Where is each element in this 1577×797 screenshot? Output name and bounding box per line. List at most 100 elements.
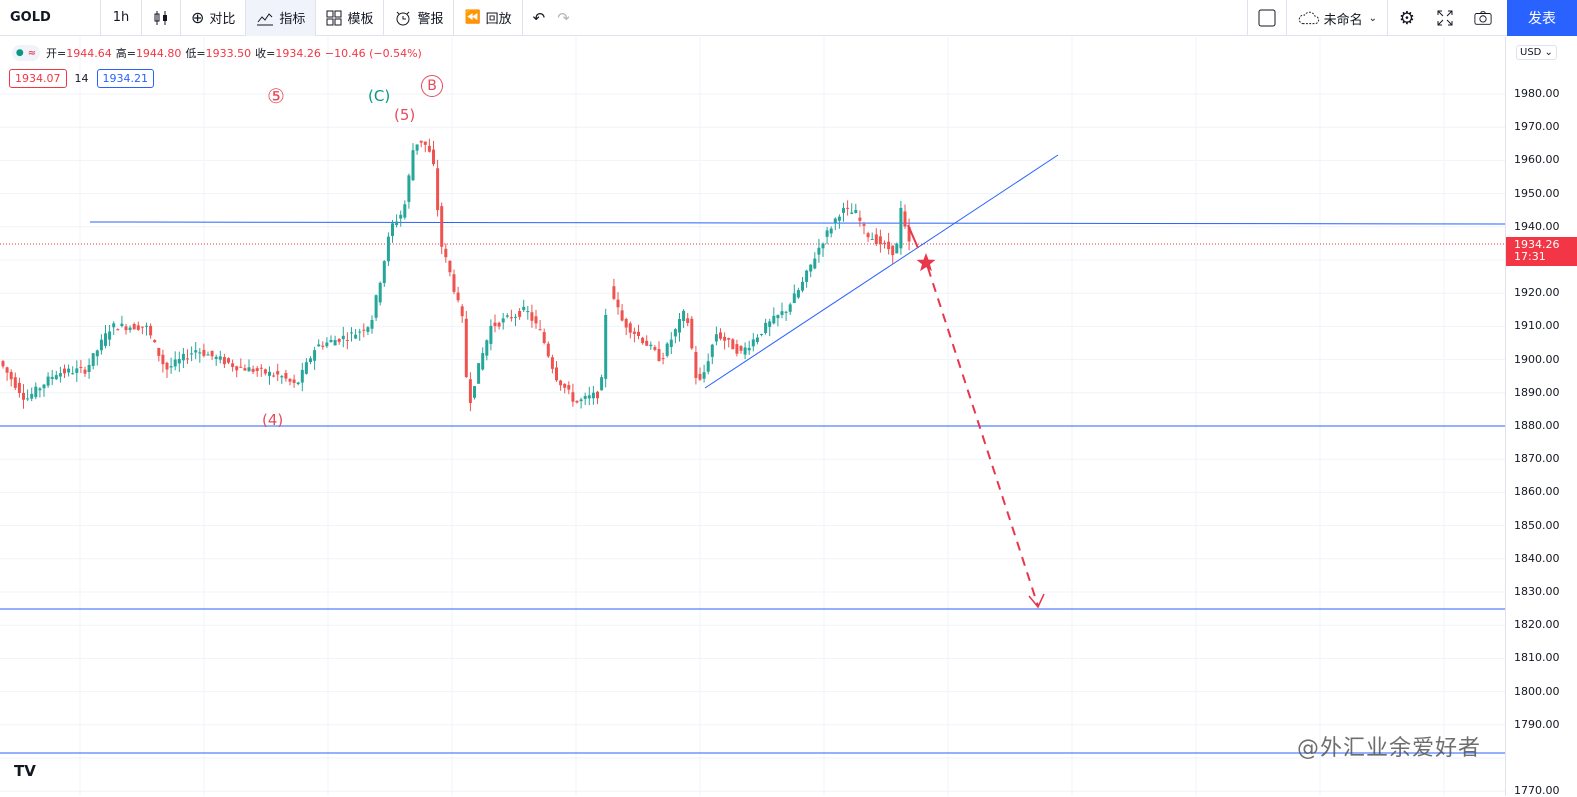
candle-body xyxy=(719,332,722,339)
divider xyxy=(1286,0,1287,36)
publish-button[interactable]: 发表 xyxy=(1507,0,1577,36)
candle-body xyxy=(17,382,21,394)
chart-canvas[interactable] xyxy=(0,37,1505,796)
candle-body xyxy=(874,234,878,245)
candle-body xyxy=(468,379,472,404)
candle-body xyxy=(887,241,891,250)
candle-body xyxy=(788,304,792,312)
grid-icon xyxy=(326,10,342,25)
layout-toggle-button[interactable] xyxy=(1248,0,1286,36)
candle-body xyxy=(710,344,714,357)
divider xyxy=(245,0,247,36)
divider xyxy=(141,0,142,36)
close-value: 1934.26 xyxy=(275,46,321,60)
high-label: 高= xyxy=(115,47,136,60)
wave-icon: ≈ xyxy=(27,47,37,59)
candle-body xyxy=(161,354,165,365)
price-axis-label: 1890.00 xyxy=(1514,385,1560,399)
candle-body xyxy=(903,211,907,227)
candle-body xyxy=(673,329,677,337)
candle-body xyxy=(772,315,776,324)
candle-body xyxy=(448,260,452,273)
square-icon xyxy=(1258,9,1276,27)
candle-body xyxy=(485,340,489,356)
candle-body xyxy=(682,310,686,322)
candle-body xyxy=(91,353,95,366)
candle-body xyxy=(821,243,825,249)
candle-body xyxy=(591,392,595,399)
fullscreen-button[interactable] xyxy=(1426,0,1464,36)
price-axis[interactable]: USD ⌄ 1980.00 1970.00 1960.00 1950.00 1940.0… xyxy=(1505,37,1577,797)
candle-body xyxy=(415,144,419,151)
candle-body xyxy=(263,369,267,374)
settings-button[interactable]: ⚙ xyxy=(1388,0,1426,36)
candle-body xyxy=(776,314,780,319)
candle-body xyxy=(407,175,411,202)
layout-name-button[interactable]: 未命名 ⌄ xyxy=(1287,0,1387,36)
candle-body xyxy=(304,362,308,374)
currency-selector[interactable]: USD ⌄ xyxy=(1516,45,1557,60)
candle-body xyxy=(661,358,665,360)
candle-body xyxy=(596,391,599,399)
candle-body xyxy=(464,318,468,378)
replay-button[interactable]: ⏪ 回放 xyxy=(454,0,521,36)
candle-body xyxy=(423,141,427,145)
candle-body xyxy=(690,318,694,349)
candle-body xyxy=(796,290,800,298)
candle-body xyxy=(534,316,538,324)
candle-body xyxy=(477,363,481,384)
candle-body xyxy=(809,264,813,272)
rewind-icon: ⏪ xyxy=(464,10,481,25)
candle-body xyxy=(132,323,136,330)
undo-button[interactable]: ↶ xyxy=(523,0,556,36)
chart-type-button[interactable] xyxy=(142,0,180,36)
chevron-down-icon: ⌄ xyxy=(1368,12,1377,24)
candle-body xyxy=(600,377,604,391)
price-axis-label: 1970.00 xyxy=(1514,120,1560,134)
symbol-search[interactable]: GOLD xyxy=(10,10,51,25)
candle-body xyxy=(284,372,288,379)
compare-button[interactable]: ⊕ 对比 xyxy=(181,0,245,36)
candle-body xyxy=(374,295,378,318)
candle-body xyxy=(50,376,54,379)
candle-body xyxy=(210,350,214,357)
candle-body xyxy=(411,150,415,181)
candle-body xyxy=(649,344,653,347)
candle-body xyxy=(505,315,509,317)
candle-body xyxy=(850,212,854,214)
snapshot-button[interactable] xyxy=(1464,0,1502,36)
alerts-button[interactable]: 警报 xyxy=(384,0,453,36)
candle-body xyxy=(817,247,821,255)
templates-button[interactable]: 模板 xyxy=(316,0,383,36)
chart-pane[interactable] xyxy=(0,37,1505,796)
divider xyxy=(383,0,385,36)
candle-body xyxy=(186,358,189,360)
candle-body xyxy=(165,362,169,370)
resistance-line xyxy=(89,221,1505,225)
redo-button[interactable]: ↷ xyxy=(555,0,580,36)
candle-body xyxy=(571,392,575,402)
interval-button[interactable]: 1h xyxy=(112,10,130,25)
candle-body xyxy=(1,361,5,367)
candle-body xyxy=(345,339,349,341)
ohlc-legend: ● ≈ 开= 1944.64 高= 1944.80 低= 1933.50 收= 1934.… xyxy=(12,45,426,61)
price-axis-label: 1800.00 xyxy=(1514,684,1560,698)
candle-body xyxy=(227,358,230,363)
indicator-length: 14 xyxy=(74,72,89,85)
candle-body xyxy=(292,379,296,383)
divider xyxy=(315,0,317,36)
candle-body xyxy=(731,339,735,350)
candle-body xyxy=(813,258,817,269)
indicator-value-a: 1934.07 xyxy=(9,69,67,88)
divider xyxy=(100,0,101,36)
candle-body xyxy=(395,221,399,226)
candle-body xyxy=(99,339,103,351)
high-value: 1944.80 xyxy=(135,46,182,60)
candle-body xyxy=(231,363,235,367)
projection-arrow-line xyxy=(927,267,1039,607)
series-status-toggle[interactable]: ● ≈ xyxy=(12,45,40,61)
indicators-button[interactable]: 指标 xyxy=(246,0,316,36)
star-marker-icon xyxy=(916,253,936,272)
candle-body xyxy=(624,318,628,328)
candle-body xyxy=(792,293,796,304)
